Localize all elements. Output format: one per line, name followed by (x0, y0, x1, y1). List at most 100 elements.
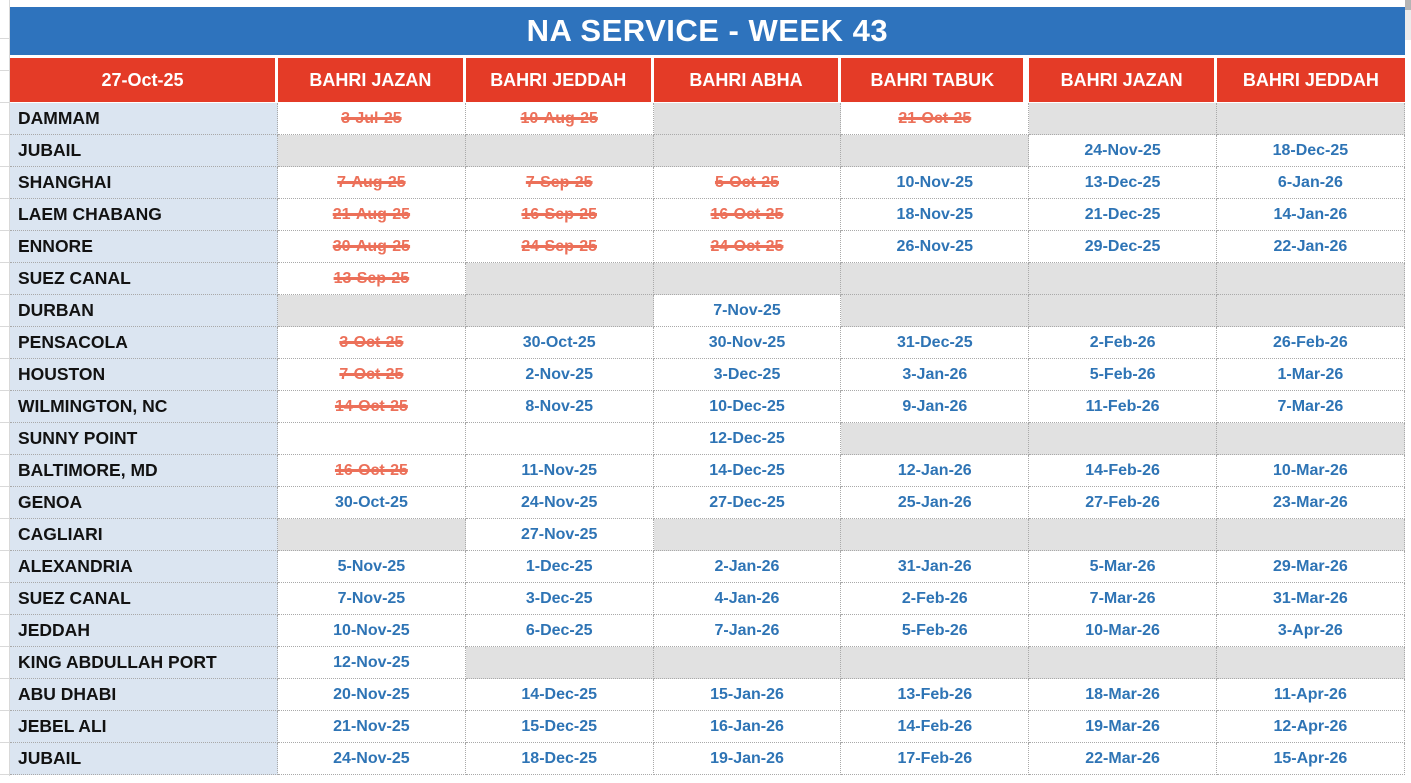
schedule-cell[interactable] (465, 647, 654, 679)
schedule-cell[interactable]: 21-Dec-25 (1029, 199, 1217, 231)
schedule-cell[interactable]: 24-Nov-25 (278, 743, 466, 775)
schedule-cell[interactable]: 13-Dec-25 (1029, 167, 1217, 199)
vessel-header[interactable]: BAHRI ABHA (653, 58, 842, 103)
port-name-cell[interactable]: DURBAN (10, 295, 278, 327)
port-name-cell[interactable]: GENOA (10, 487, 278, 519)
schedule-cell[interactable] (1029, 263, 1217, 295)
schedule-cell[interactable]: 30-Oct-25 (278, 487, 466, 519)
schedule-cell[interactable] (653, 647, 842, 679)
schedule-cell[interactable] (653, 135, 842, 167)
schedule-cell[interactable]: 13-Feb-26 (841, 679, 1030, 711)
port-name-cell[interactable]: ABU DHABI (10, 679, 278, 711)
schedule-cell[interactable]: 3-Apr-26 (1216, 615, 1405, 647)
port-name-cell[interactable]: BALTIMORE, MD (10, 455, 278, 487)
schedule-cell[interactable] (1029, 647, 1217, 679)
schedule-cell[interactable]: 2-Nov-25 (465, 359, 654, 391)
schedule-cell[interactable]: 24-Nov-25 (465, 487, 654, 519)
schedule-cell[interactable]: 3-Dec-25 (465, 583, 654, 615)
schedule-cell[interactable]: 6-Jan-26 (1216, 167, 1405, 199)
schedule-cell[interactable] (841, 295, 1030, 327)
schedule-cell[interactable]: 18-Dec-25 (465, 743, 654, 775)
port-name-cell[interactable]: JUBAIL (10, 135, 278, 167)
schedule-cell[interactable]: 6-Dec-25 (465, 615, 654, 647)
schedule-cell[interactable]: 7-Oct-25 (278, 359, 466, 391)
schedule-cell[interactable]: 2-Feb-26 (841, 583, 1030, 615)
schedule-cell[interactable] (1216, 295, 1405, 327)
schedule-cell[interactable]: 7-Mar-26 (1029, 583, 1217, 615)
port-name-cell[interactable]: ENNORE (10, 231, 278, 263)
schedule-cell[interactable]: 3-Jul-25 (278, 103, 466, 135)
port-name-cell[interactable]: CAGLIARI (10, 519, 278, 551)
schedule-cell[interactable]: 5-Oct-25 (653, 167, 842, 199)
vessel-header[interactable]: BAHRI JEDDAH (1216, 58, 1405, 103)
port-name-cell[interactable]: JEBEL ALI (10, 711, 278, 743)
schedule-cell[interactable]: 22-Mar-26 (1029, 743, 1217, 775)
schedule-cell[interactable]: 16-Sep-25 (465, 199, 654, 231)
schedule-cell[interactable]: 10-Aug-25 (465, 103, 654, 135)
schedule-cell[interactable] (278, 295, 466, 327)
schedule-cell[interactable]: 16-Oct-25 (278, 455, 466, 487)
schedule-cell[interactable]: 13-Sep-25 (278, 263, 466, 295)
schedule-cell[interactable]: 10-Dec-25 (653, 391, 842, 423)
week-date-header[interactable]: 27-Oct-25 (10, 58, 278, 103)
schedule-cell[interactable]: 24-Sep-25 (465, 231, 654, 263)
vessel-header[interactable]: BAHRI JAZAN (1029, 58, 1217, 103)
schedule-cell[interactable]: 10-Mar-26 (1216, 455, 1405, 487)
schedule-cell[interactable]: 3-Dec-25 (653, 359, 842, 391)
schedule-cell[interactable]: 31-Dec-25 (841, 327, 1030, 359)
schedule-cell[interactable] (465, 263, 654, 295)
schedule-cell[interactable] (465, 295, 654, 327)
schedule-cell[interactable] (841, 263, 1030, 295)
vessel-header[interactable]: BAHRI JEDDAH (465, 58, 654, 103)
port-name-cell[interactable]: DAMMAM (10, 103, 278, 135)
schedule-cell[interactable] (278, 423, 466, 455)
schedule-cell[interactable]: 11-Apr-26 (1216, 679, 1405, 711)
schedule-cell[interactable] (278, 135, 466, 167)
schedule-cell[interactable] (465, 423, 654, 455)
schedule-cell[interactable]: 24-Oct-25 (653, 231, 842, 263)
schedule-cell[interactable]: 27-Nov-25 (465, 519, 654, 551)
schedule-cell[interactable] (841, 647, 1030, 679)
schedule-cell[interactable] (1216, 103, 1405, 135)
schedule-cell[interactable]: 12-Jan-26 (841, 455, 1030, 487)
schedule-cell[interactable]: 29-Dec-25 (1029, 231, 1217, 263)
schedule-cell[interactable]: 5-Nov-25 (278, 551, 466, 583)
port-name-cell[interactable]: PENSACOLA (10, 327, 278, 359)
schedule-cell[interactable]: 7-Nov-25 (653, 295, 842, 327)
schedule-cell[interactable] (653, 263, 842, 295)
schedule-cell[interactable] (841, 135, 1030, 167)
schedule-cell[interactable]: 16-Oct-25 (653, 199, 842, 231)
schedule-cell[interactable] (1029, 519, 1217, 551)
schedule-cell[interactable]: 27-Dec-25 (653, 487, 842, 519)
schedule-cell[interactable]: 7-Aug-25 (278, 167, 466, 199)
schedule-cell[interactable]: 1-Mar-26 (1216, 359, 1405, 391)
schedule-cell[interactable]: 26-Nov-25 (841, 231, 1030, 263)
schedule-cell[interactable] (1216, 423, 1405, 455)
port-name-cell[interactable]: LAEM CHABANG (10, 199, 278, 231)
vessel-header[interactable]: BAHRI JAZAN (278, 58, 466, 103)
schedule-cell[interactable]: 14-Jan-26 (1216, 199, 1405, 231)
schedule-cell[interactable] (1029, 423, 1217, 455)
port-name-cell[interactable]: SUNNY POINT (10, 423, 278, 455)
port-name-cell[interactable]: SUEZ CANAL (10, 583, 278, 615)
schedule-cell[interactable]: 10-Nov-25 (841, 167, 1030, 199)
schedule-cell[interactable]: 19-Mar-26 (1029, 711, 1217, 743)
schedule-cell[interactable]: 1-Dec-25 (465, 551, 654, 583)
schedule-cell[interactable]: 20-Nov-25 (278, 679, 466, 711)
schedule-cell[interactable]: 18-Mar-26 (1029, 679, 1217, 711)
schedule-cell[interactable]: 7-Jan-26 (653, 615, 842, 647)
schedule-cell[interactable] (1029, 103, 1217, 135)
schedule-cell[interactable]: 7-Sep-25 (465, 167, 654, 199)
schedule-cell[interactable]: 14-Dec-25 (465, 679, 654, 711)
schedule-cell[interactable]: 2-Feb-26 (1029, 327, 1217, 359)
schedule-cell[interactable]: 7-Mar-26 (1216, 391, 1405, 423)
schedule-cell[interactable] (278, 519, 466, 551)
schedule-cell[interactable]: 14-Feb-26 (841, 711, 1030, 743)
port-name-cell[interactable]: JUBAIL (10, 743, 278, 775)
schedule-cell[interactable]: 18-Nov-25 (841, 199, 1030, 231)
vessel-header[interactable]: BAHRI TABUK (841, 58, 1030, 103)
schedule-cell[interactable]: 7-Nov-25 (278, 583, 466, 615)
schedule-cell[interactable]: 12-Apr-26 (1216, 711, 1405, 743)
schedule-cell[interactable]: 14-Feb-26 (1029, 455, 1217, 487)
schedule-cell[interactable]: 15-Apr-26 (1216, 743, 1405, 775)
